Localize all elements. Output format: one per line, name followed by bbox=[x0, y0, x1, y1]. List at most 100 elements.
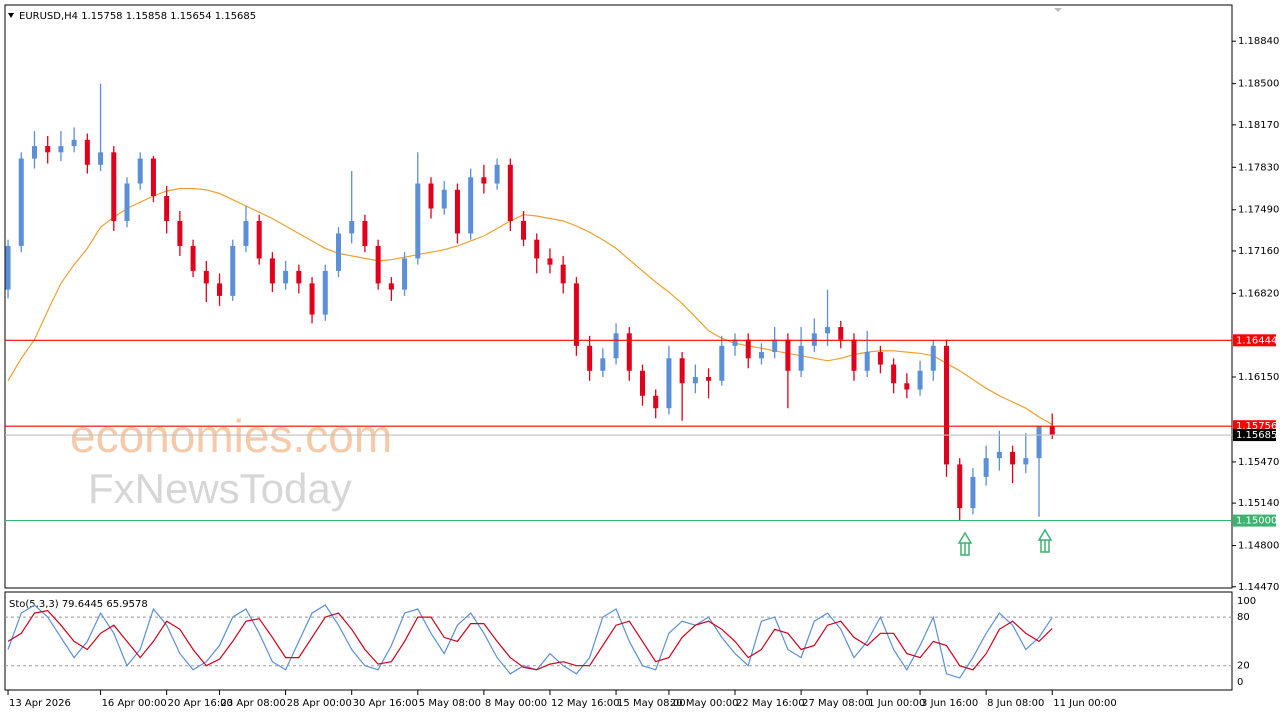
y-tick-label: 1.16150 bbox=[1238, 372, 1279, 383]
candle-body bbox=[851, 339, 857, 371]
y-tick-label: 1.15140 bbox=[1238, 498, 1279, 509]
price-box bbox=[1233, 514, 1276, 527]
candle-body bbox=[18, 158, 24, 246]
candle-body bbox=[838, 327, 844, 340]
y-tick-label: 1.17490 bbox=[1238, 205, 1279, 216]
price-box bbox=[1233, 334, 1276, 347]
y-tick-label: 1.18170 bbox=[1238, 120, 1279, 131]
watermark: economies.com bbox=[70, 410, 392, 462]
candle-body bbox=[481, 177, 487, 184]
y-tick-label: 1.15470 bbox=[1238, 457, 1279, 468]
candle-body bbox=[957, 464, 963, 509]
candle-body bbox=[243, 220, 249, 246]
candle-body bbox=[877, 352, 883, 365]
y-tick-label: 1.14800 bbox=[1238, 541, 1279, 552]
candle-body bbox=[891, 364, 897, 384]
candle-body bbox=[732, 339, 738, 346]
oscillator-title: Sto(5,3,3) 79.6445 65.9578 bbox=[9, 599, 148, 610]
shift-marker bbox=[1054, 8, 1062, 12]
candle-body bbox=[349, 220, 355, 234]
candle-body bbox=[1049, 425, 1055, 436]
candle-body bbox=[137, 158, 143, 184]
candle-body bbox=[177, 220, 183, 246]
candle-body bbox=[1036, 425, 1042, 459]
candle-body bbox=[996, 451, 1002, 459]
candle-body bbox=[904, 383, 910, 390]
y-tick-label: 1.18840 bbox=[1238, 36, 1279, 47]
candle-body bbox=[428, 183, 434, 209]
candle-body bbox=[970, 476, 976, 509]
stochastic-line bbox=[7, 609, 1053, 671]
candle-body bbox=[454, 189, 460, 234]
candle-body bbox=[5, 245, 11, 290]
candle-body bbox=[468, 177, 474, 234]
candle-body bbox=[84, 139, 90, 165]
candle-body bbox=[415, 183, 421, 259]
candle-body bbox=[296, 270, 302, 284]
candle-body bbox=[441, 189, 447, 209]
y-tick-label: 1.18500 bbox=[1238, 79, 1279, 90]
candle-body bbox=[150, 158, 156, 197]
candle-body bbox=[639, 370, 645, 396]
candle-body bbox=[825, 327, 831, 334]
x-tick-label: 13 Apr 2026 bbox=[9, 698, 71, 709]
main-frame bbox=[4, 4, 1233, 589]
stochastic-line bbox=[7, 604, 1053, 679]
candle-body bbox=[600, 358, 606, 371]
arrow-up bbox=[1037, 528, 1053, 553]
candle-body bbox=[111, 152, 117, 221]
x-tick-label: 20 May 00:00 bbox=[670, 698, 739, 709]
candle-body bbox=[230, 245, 236, 296]
x-tick-label: 16 Apr 00:00 bbox=[102, 698, 167, 709]
candle-body bbox=[256, 220, 262, 259]
y-tick-label: 20 bbox=[1237, 661, 1250, 672]
x-tick-label: 8 Jun 08:00 bbox=[987, 698, 1044, 709]
candle-body bbox=[983, 458, 989, 477]
candle-body bbox=[58, 146, 64, 153]
candle-body bbox=[811, 333, 817, 346]
candle-body bbox=[864, 352, 870, 371]
candle-body bbox=[1023, 458, 1029, 465]
candle-body bbox=[943, 345, 949, 465]
candle-body bbox=[772, 339, 778, 353]
candle-body bbox=[283, 270, 289, 284]
y-tick-label: 1.17160 bbox=[1238, 246, 1279, 257]
candle-body bbox=[547, 258, 553, 265]
candle-body bbox=[71, 139, 77, 147]
y-tick-label: 0 bbox=[1237, 677, 1243, 688]
x-tick-label: 20 Apr 16:00 bbox=[168, 698, 233, 709]
x-tick-label: 30 Apr 16:00 bbox=[353, 698, 418, 709]
candle-body bbox=[98, 152, 104, 165]
x-tick-label: 15 May 08:00 bbox=[617, 698, 686, 709]
candle-body bbox=[269, 258, 275, 284]
x-tick-label: 11 Jun 00:00 bbox=[1053, 698, 1117, 709]
candle-body bbox=[388, 283, 394, 290]
candle-body bbox=[309, 283, 315, 315]
watermark: FxNewsToday bbox=[88, 465, 352, 512]
candle-body bbox=[587, 345, 593, 371]
candle-body bbox=[494, 164, 500, 184]
x-tick-label: 22 May 16:00 bbox=[736, 698, 805, 709]
price-label: 1.16444 bbox=[1236, 335, 1277, 346]
candle-body bbox=[573, 283, 579, 346]
price-label: 1.15685 bbox=[1236, 430, 1277, 441]
price-label: 1.15000 bbox=[1236, 516, 1277, 527]
price-box bbox=[1233, 429, 1276, 442]
candle-body bbox=[719, 345, 725, 381]
candle-body bbox=[917, 370, 923, 390]
candle-body bbox=[930, 345, 936, 371]
candle-body bbox=[190, 245, 196, 271]
x-tick-label: 27 May 08:00 bbox=[802, 698, 871, 709]
candle-body bbox=[45, 146, 51, 153]
candle-body bbox=[745, 339, 751, 359]
y-tick-label: 1.16820 bbox=[1238, 288, 1279, 299]
x-tick-label: 3 Jun 16:00 bbox=[921, 698, 978, 709]
x-tick-label: 8 May 00:00 bbox=[485, 698, 547, 709]
candle-body bbox=[203, 270, 209, 284]
menu-triangle[interactable] bbox=[8, 13, 14, 18]
x-tick-label: 12 May 16:00 bbox=[551, 698, 620, 709]
y-tick-label: 80 bbox=[1237, 612, 1250, 623]
arrow-up bbox=[957, 531, 973, 556]
candle-body bbox=[322, 270, 328, 315]
